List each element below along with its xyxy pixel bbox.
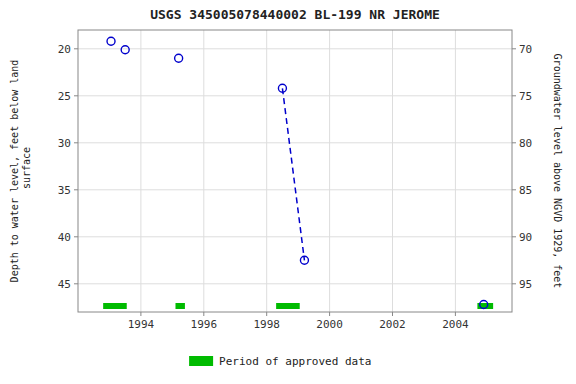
y-axis-label-line: surface	[21, 147, 32, 195]
grid-line-y	[78, 48, 512, 49]
y2-tick	[512, 48, 516, 49]
approved-period	[276, 303, 300, 309]
legend: Period of approved data	[189, 355, 371, 368]
y2-tick-label: 75	[519, 90, 532, 103]
data-point	[121, 46, 129, 54]
x-tick	[329, 312, 330, 316]
y-tick-label: 20	[58, 43, 71, 56]
grid-line-y	[78, 142, 512, 143]
y-axis-label-line: Depth to water level, feet below land	[9, 60, 20, 283]
data-point	[107, 37, 115, 45]
y-tick	[74, 283, 78, 284]
x-tick	[140, 312, 141, 316]
x-tick-label: 2000	[316, 318, 343, 331]
y2-tick	[512, 95, 516, 96]
legend-swatch	[189, 356, 213, 366]
x-tick-label: 1996	[191, 318, 218, 331]
y-axis-label: Depth to water level, feet below land su…	[9, 60, 32, 283]
y2-tick-label: 95	[519, 278, 532, 291]
y-tick-label: 35	[58, 184, 71, 197]
y2-tick-label: 80	[519, 137, 532, 150]
grid-line-x	[140, 30, 141, 312]
y2-axis-label: Groundwater level above NGVD 1929, feet	[552, 54, 563, 289]
x-tick-label: 1994	[128, 318, 155, 331]
y2-tick-label: 90	[519, 231, 532, 244]
data-point	[278, 84, 286, 92]
x-tick	[203, 312, 204, 316]
y-tick-label: 25	[58, 90, 71, 103]
grid-line-x	[392, 30, 393, 312]
plot-area	[103, 37, 493, 309]
title: USGS 345005078440002 BL-199 NR JEROME	[150, 7, 440, 22]
grid-line-y	[78, 236, 512, 237]
y-tick	[74, 236, 78, 237]
y-tick	[74, 95, 78, 96]
data-point	[175, 54, 183, 62]
grid-line-y	[78, 283, 512, 284]
chart: 1994 1996 1998 2000 2002 2004 20 25 30 35 40 45 70 75…	[0, 0, 576, 384]
x-tick-label: 1998	[253, 318, 280, 331]
grid	[78, 30, 512, 312]
y-tick	[74, 48, 78, 49]
x-tick	[392, 312, 393, 316]
grid-line-x	[266, 30, 267, 312]
x-tick-label: 2004	[442, 318, 469, 331]
y2-tick	[512, 283, 516, 284]
y2-tick-label: 70	[519, 43, 532, 56]
grid-line-x	[329, 30, 330, 312]
y-tick	[74, 142, 78, 143]
y2-tick	[512, 189, 516, 190]
y2-tick	[512, 142, 516, 143]
background	[0, 0, 576, 384]
grid-line-x	[203, 30, 204, 312]
x-tick-label: 2002	[379, 318, 406, 331]
y2-tick-label: 85	[519, 184, 532, 197]
approved-period	[103, 303, 127, 309]
y-tick-label: 45	[58, 278, 71, 291]
plot-frame	[78, 30, 512, 312]
y2-tick	[512, 236, 516, 237]
x-tick	[455, 312, 456, 316]
grid-line-y	[78, 95, 512, 96]
data-point	[480, 300, 488, 308]
y-tick-label: 40	[58, 231, 71, 244]
x-tick	[266, 312, 267, 316]
data-point	[300, 256, 308, 264]
y-tick-label: 30	[58, 137, 71, 150]
connecting-line	[282, 88, 304, 260]
grid-line-x	[455, 30, 456, 312]
approved-period	[175, 303, 184, 309]
legend-label: Period of approved data	[219, 355, 371, 368]
y-tick	[74, 189, 78, 190]
